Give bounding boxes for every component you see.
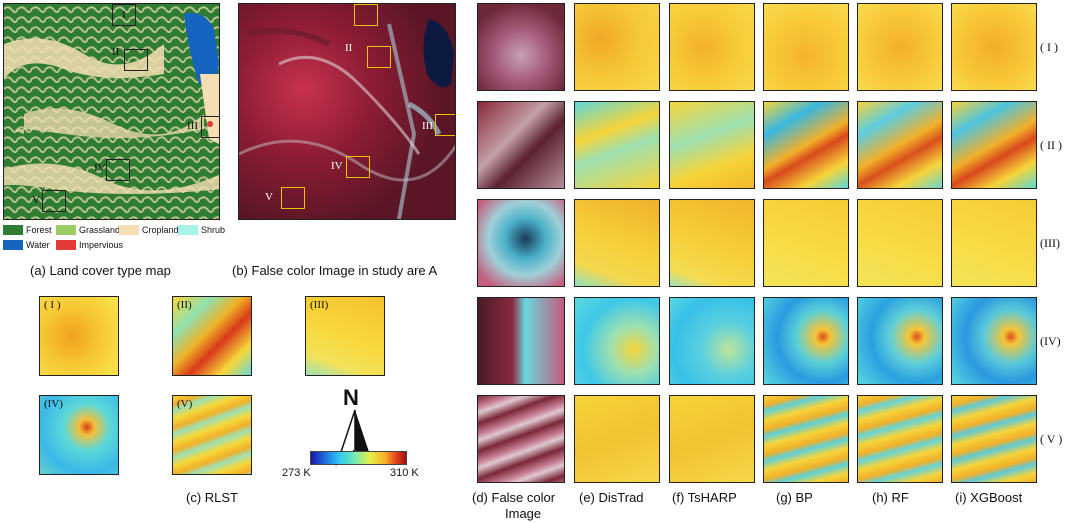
tsharp-row-3 [669, 199, 755, 287]
xgboost-row-3 [951, 199, 1037, 287]
map-marker-3: III [187, 120, 198, 132]
study-box-3 [201, 116, 219, 138]
row-label-5: ( V ) [1040, 432, 1063, 446]
xgboost-row-4 [951, 297, 1037, 385]
distrad-row-1 [574, 3, 660, 91]
study-box-5 [42, 190, 66, 212]
bp-row-5 [763, 395, 849, 483]
rf-row-5 [857, 395, 943, 483]
rlst-label-1: ( I ) [44, 299, 61, 311]
false-color-row-3 [477, 199, 565, 287]
caption-d-line1: (d) False color [472, 490, 556, 505]
rlst-tile-2: (II) [172, 296, 252, 376]
bp-row-4 [763, 297, 849, 385]
rf-row-2 [857, 101, 943, 189]
rlst-label-5: (V) [177, 398, 193, 410]
colorbar-max: 310 K [390, 467, 419, 479]
distrad-row-4 [574, 297, 660, 385]
legend-grassland: Grassland [56, 225, 120, 235]
map-marker-5: V [32, 194, 40, 206]
legend-cropland: Cropland [119, 225, 179, 235]
study-box-b1 [354, 4, 378, 26]
land-cover-map: I II III IV V [3, 3, 220, 220]
tsharp-row-4 [669, 297, 755, 385]
caption-c: (c) RLST [186, 490, 238, 505]
b-marker-3: III [422, 120, 433, 132]
legend-forest: Forest [3, 225, 52, 235]
map-marker-2: II [112, 46, 120, 58]
study-box-4 [106, 159, 130, 181]
b-marker-5: V [265, 191, 273, 203]
rf-row-1 [857, 3, 943, 91]
xgboost-row-2 [951, 101, 1037, 189]
rlst-tile-5: (V) [172, 395, 252, 475]
map-marker-4: IV [94, 162, 106, 174]
xgboost-row-1 [951, 3, 1037, 91]
rlst-label-4: (IV) [44, 398, 63, 410]
rlst-tile-4: (IV) [39, 395, 119, 475]
north-label: N [343, 385, 359, 410]
rf-row-4 [857, 297, 943, 385]
false-color-texture [239, 19, 455, 219]
distrad-row-3 [574, 199, 660, 287]
false-color-row-4 [477, 297, 565, 385]
study-box-2 [124, 49, 148, 71]
caption-b: (b) False color Image in study are A [232, 263, 438, 278]
rlst-label-3: (III) [310, 299, 329, 311]
study-box-b2 [367, 46, 391, 68]
row-label-3: (III) [1040, 236, 1060, 250]
false-color-row-1 [477, 3, 565, 91]
b-marker-4: IV [331, 160, 343, 172]
study-box-1 [112, 4, 136, 26]
row-label-2: ( II ) [1040, 138, 1062, 152]
caption-e: (e) DisTrad [579, 490, 644, 505]
map-marker-1: I [122, 9, 126, 21]
legend-impervious: Impervious [56, 240, 123, 250]
rf-row-3 [857, 199, 943, 287]
tsharp-row-2 [669, 101, 755, 189]
rlst-label-2: (II) [177, 299, 192, 311]
false-color-row-2 [477, 101, 565, 189]
tsharp-row-5 [669, 395, 755, 483]
colorbar-min: 273 K [282, 467, 311, 479]
colorbar [310, 451, 407, 465]
xgboost-row-5 [951, 395, 1037, 483]
bp-row-3 [763, 199, 849, 287]
row-label-4: (IV) [1040, 334, 1061, 348]
false-color-row-5 [477, 395, 565, 483]
caption-g: (g) BP [776, 490, 813, 505]
land-cover-map-texture [4, 4, 219, 219]
bp-row-2 [763, 101, 849, 189]
legend-shrub: Shrub [178, 225, 225, 235]
study-box-b3 [435, 114, 455, 136]
caption-i: (i) XGBoost [955, 490, 1023, 505]
row-label-1: ( I ) [1040, 40, 1058, 54]
caption-d-line2: Image [505, 506, 542, 521]
legend-water: Water [3, 240, 50, 250]
study-box-b4 [346, 156, 370, 178]
study-box-b5 [281, 187, 305, 209]
bp-row-1 [763, 3, 849, 91]
false-color-image-b: II III IV V [238, 3, 456, 220]
b-marker-2: II [345, 42, 353, 54]
rlst-tile-1: ( I ) [39, 296, 119, 376]
caption-a: (a) Land cover type map [30, 263, 171, 278]
distrad-row-5 [574, 395, 660, 483]
caption-f: (f) TsHARP [672, 490, 737, 505]
caption-h: (h) RF [872, 490, 909, 505]
distrad-row-2 [574, 101, 660, 189]
tsharp-row-1 [669, 3, 755, 91]
rlst-tile-3: (III) [305, 296, 385, 376]
comparison-grid [477, 3, 1037, 483]
